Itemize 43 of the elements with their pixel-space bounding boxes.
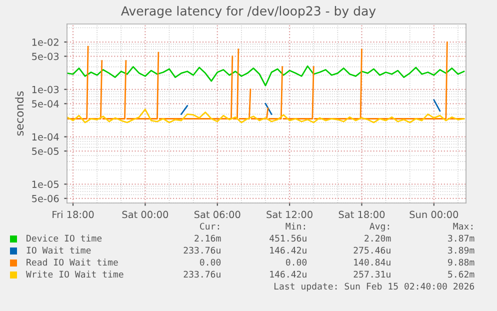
y-tick-label: 1e-04 (32, 133, 59, 141)
text: 3.87m (448, 234, 474, 242)
text: 146.42u (270, 270, 306, 278)
legend-label: Read IO Wait time (26, 258, 118, 266)
y-tick-label: 1e-02 (32, 38, 58, 46)
text: 2.16m (194, 234, 221, 242)
legend-label: Write IO Wait time (26, 270, 124, 278)
text: Cur: (200, 222, 219, 230)
text: 5.62m (448, 270, 474, 278)
text: 233.76u (184, 246, 220, 254)
text: 2.20m (364, 234, 391, 242)
text: 3.89m (448, 246, 474, 254)
x-tick-label: Sat 12:00 (266, 210, 312, 218)
text: Min: (286, 222, 305, 230)
y-tick-label: 5e-06 (32, 194, 59, 202)
line-series (67, 108, 465, 124)
y-axis-title: seconds (15, 91, 24, 136)
legend-label: Device IO time (26, 234, 102, 242)
y-tick-label: 1e-05 (32, 180, 59, 188)
text: 0.00 (286, 258, 307, 266)
text: 257.31u (354, 270, 390, 278)
text: Avg: (370, 222, 389, 232)
text: Max: (453, 222, 472, 230)
chart-title: Average latency for /dev/loop23 - by day (121, 6, 376, 18)
x-tick-label: Sat 18:00 (338, 210, 385, 218)
text: 146.42u (270, 246, 306, 254)
text: 275.46u (354, 246, 390, 254)
y-tick-label: 5e-03 (32, 52, 59, 60)
x-tick-label: Sat 06:00 (194, 210, 240, 218)
text: 9.88m (448, 258, 474, 266)
x-tick-label: Fri 18:00 (52, 210, 94, 218)
text: 233.76u (184, 270, 220, 278)
text: Last update: Sun Feb 15 02:40:00 2026 (274, 282, 474, 292)
text: 140.84u (354, 258, 390, 266)
y-tick-label: 5e-04 (32, 100, 59, 108)
text: 451.56u (270, 234, 306, 242)
x-tick-label: Sat 00:00 (122, 210, 168, 218)
y-tick-label: 1e-03 (32, 86, 59, 94)
legend-label: IO Wait time (26, 246, 91, 254)
x-tick-label: Sun 00:00 (410, 210, 458, 218)
line-series (67, 65, 465, 86)
text: 0.00 (200, 258, 221, 266)
y-tick-label: 5e-05 (32, 148, 59, 155)
